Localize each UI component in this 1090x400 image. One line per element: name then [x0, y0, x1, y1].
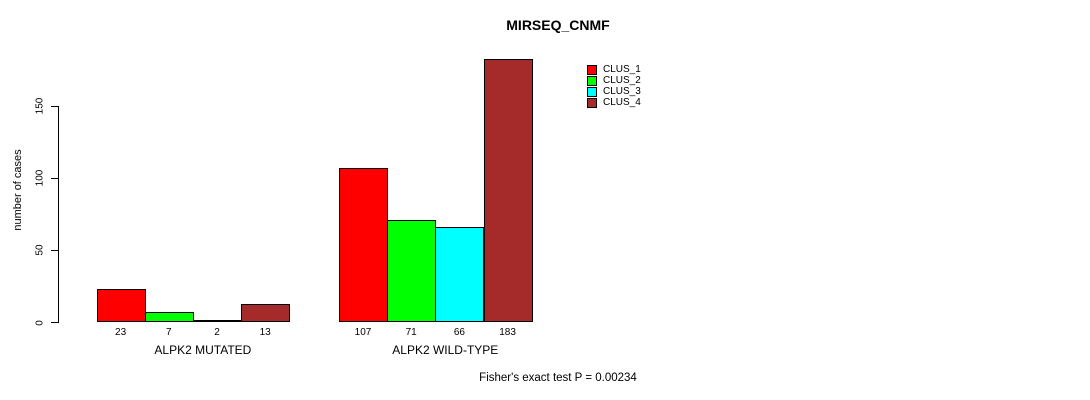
bar-value-label: 107	[354, 327, 372, 338]
bar-value-label: 2	[214, 327, 220, 338]
legend-label: CLUS_3	[603, 86, 641, 97]
bar-value-label: 71	[405, 327, 417, 338]
y-tick-mark	[51, 321, 58, 324]
legend-swatch-icon	[587, 86, 597, 97]
group-label: ALPK2 MUTATED	[154, 343, 252, 357]
bar-CLUS_2	[387, 220, 437, 323]
y-tick-mark	[51, 177, 58, 179]
y-tick-mark	[51, 105, 58, 107]
bar-CLUS_4	[483, 58, 533, 323]
legend-label: CLUS_4	[603, 97, 641, 108]
y-tick-label: 50	[34, 244, 46, 256]
chart-title: MIRSEQ_CNMF	[506, 17, 610, 33]
legend: CLUS_1 CLUS_2 CLUS_3 CLUS_4	[587, 64, 641, 108]
legend-item: CLUS_2	[587, 75, 641, 86]
y-tick-mark	[51, 249, 58, 251]
legend-swatch-icon	[587, 97, 597, 108]
y-axis-line	[58, 106, 60, 323]
legend-item: CLUS_1	[587, 64, 641, 75]
legend-item: CLUS_3	[587, 86, 641, 97]
bar-value-label: 7	[166, 327, 172, 338]
bar-CLUS_4	[241, 303, 291, 323]
bar-CLUS_3	[435, 227, 485, 323]
bar-CLUS_1	[338, 168, 389, 323]
bar-value-label: 23	[115, 327, 127, 338]
group-label: ALPK2 WILD-TYPE	[392, 343, 499, 357]
y-tick-label: 100	[34, 169, 46, 187]
bar-value-label: 66	[453, 327, 465, 338]
bar-CLUS_2	[144, 312, 194, 323]
legend-label: CLUS_1	[603, 64, 641, 75]
legend-item: CLUS_4	[587, 97, 641, 108]
y-tick-label: 150	[34, 97, 46, 115]
legend-swatch-icon	[587, 64, 597, 75]
bar-value-label: 13	[259, 327, 271, 338]
legend-swatch-icon	[587, 75, 597, 86]
bar-CLUS_3	[192, 319, 243, 323]
y-tick-label: 0	[34, 319, 46, 326]
bar-value-label: 183	[499, 327, 516, 338]
legend-label: CLUS_2	[603, 75, 641, 86]
bar-CLUS_1	[96, 289, 146, 323]
annotation-text: Fisher's exact test P = 0.00234	[479, 372, 637, 384]
y-axis-label: number of cases	[12, 149, 24, 231]
